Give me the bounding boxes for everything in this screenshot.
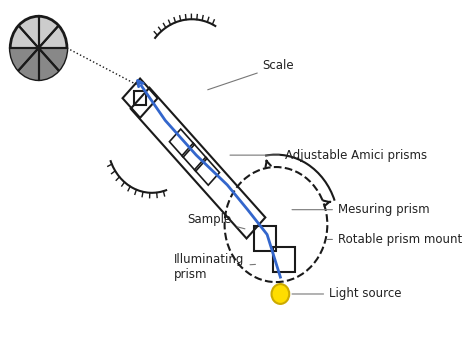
- Text: Rotable prism mount: Rotable prism mount: [328, 233, 462, 246]
- Circle shape: [272, 284, 289, 304]
- Circle shape: [10, 16, 67, 80]
- Wedge shape: [10, 48, 67, 80]
- Text: Adjustable Amici prisms: Adjustable Amici prisms: [230, 149, 427, 162]
- Text: Mesuring prism: Mesuring prism: [292, 203, 429, 216]
- Text: Light source: Light source: [292, 288, 401, 301]
- Text: Scale: Scale: [208, 60, 294, 90]
- Text: Sample: Sample: [187, 213, 245, 229]
- Text: Illuminating
prism: Illuminating prism: [174, 253, 255, 281]
